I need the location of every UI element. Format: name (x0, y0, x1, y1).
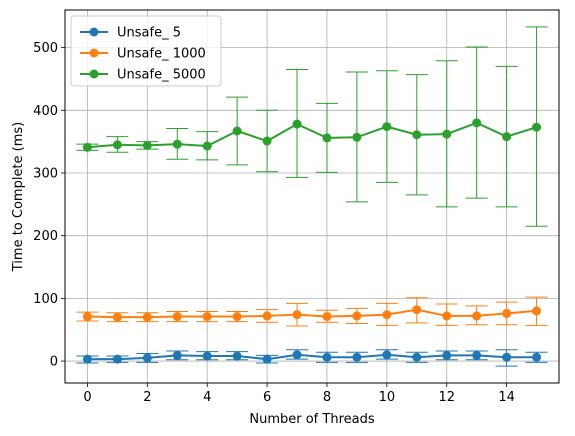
plot-frame (64, 9, 560, 384)
series-line (87, 121, 537, 149)
series-markers (82, 118, 542, 364)
data-point (112, 354, 122, 364)
y-tick-label: 100 (33, 292, 58, 307)
data-point (292, 350, 302, 360)
legend-marker (89, 27, 99, 37)
legend-label: Unsafe_ 5000 (117, 68, 206, 83)
legend-label: Unsafe_ 5 (117, 26, 181, 41)
legend-box (70, 15, 222, 87)
data-point (532, 352, 542, 362)
x-tick-label: 12 (438, 390, 455, 405)
x-tick-label: 0 (83, 390, 91, 405)
data-point (292, 310, 302, 320)
data-point (442, 350, 452, 360)
data-point (322, 312, 332, 322)
data-point (352, 352, 362, 362)
data-point (442, 311, 452, 321)
series-line (87, 353, 537, 361)
data-point (502, 352, 512, 362)
data-point (82, 312, 92, 322)
data-point (142, 353, 152, 363)
data-point (262, 311, 272, 321)
y-tick-label: 400 (33, 104, 58, 119)
data-point (232, 312, 242, 322)
legend: Unsafe_ 5 Unsafe_ 1000 Unsafe_ 5000 (70, 15, 222, 87)
data-point (202, 312, 212, 322)
data-point (502, 132, 512, 142)
data-point (172, 139, 182, 149)
data-point (112, 312, 122, 322)
data-point (382, 350, 392, 360)
data-point (292, 119, 302, 129)
x-tick-label: 6 (263, 390, 271, 405)
data-point (472, 350, 482, 360)
data-point (142, 312, 152, 322)
data-point (532, 306, 542, 316)
x-tick-label: 4 (203, 390, 211, 405)
data-point (412, 352, 422, 362)
x-tick-label: 14 (498, 390, 515, 405)
data-point (112, 140, 122, 150)
y-tick-label: 200 (33, 229, 58, 244)
data-point (172, 350, 182, 360)
y-axis-label: Time to Complete (ms) (11, 122, 26, 273)
data-point (442, 129, 452, 139)
data-point (382, 310, 392, 320)
legend-marker (89, 48, 99, 58)
x-tick-label: 10 (379, 390, 396, 405)
data-point (142, 140, 152, 150)
y-axis: 0 100 200 300 400 500 (33, 41, 65, 370)
data-point (262, 354, 272, 364)
x-tick-label: 2 (143, 390, 151, 405)
x-tick-label: 8 (323, 390, 331, 405)
y-tick-label: 0 (50, 355, 58, 370)
data-point (412, 130, 422, 140)
x-axis: 0 2 4 6 8 10 12 14 (83, 383, 515, 405)
data-point (262, 136, 272, 146)
data-point (82, 354, 92, 364)
data-point (352, 132, 362, 142)
data-point (382, 122, 392, 132)
data-point (82, 142, 92, 152)
data-point (472, 118, 482, 128)
y-tick-label: 300 (33, 166, 58, 181)
data-point (532, 122, 542, 132)
data-point (472, 311, 482, 321)
data-point (232, 126, 242, 136)
series-line (87, 308, 537, 319)
data-point (502, 308, 512, 318)
data-point (202, 141, 212, 151)
data-point (322, 133, 332, 143)
data-point (352, 311, 362, 321)
data-point (232, 351, 242, 361)
y-tick-label: 500 (33, 41, 58, 56)
x-axis-label: Number of Threads (249, 412, 374, 427)
legend-label: Unsafe_ 1000 (117, 47, 206, 62)
data-point (202, 351, 212, 361)
legend-marker (89, 69, 99, 79)
data-point (322, 352, 332, 362)
series-lines (87, 121, 537, 361)
data-point (412, 305, 422, 315)
data-point (172, 312, 182, 322)
